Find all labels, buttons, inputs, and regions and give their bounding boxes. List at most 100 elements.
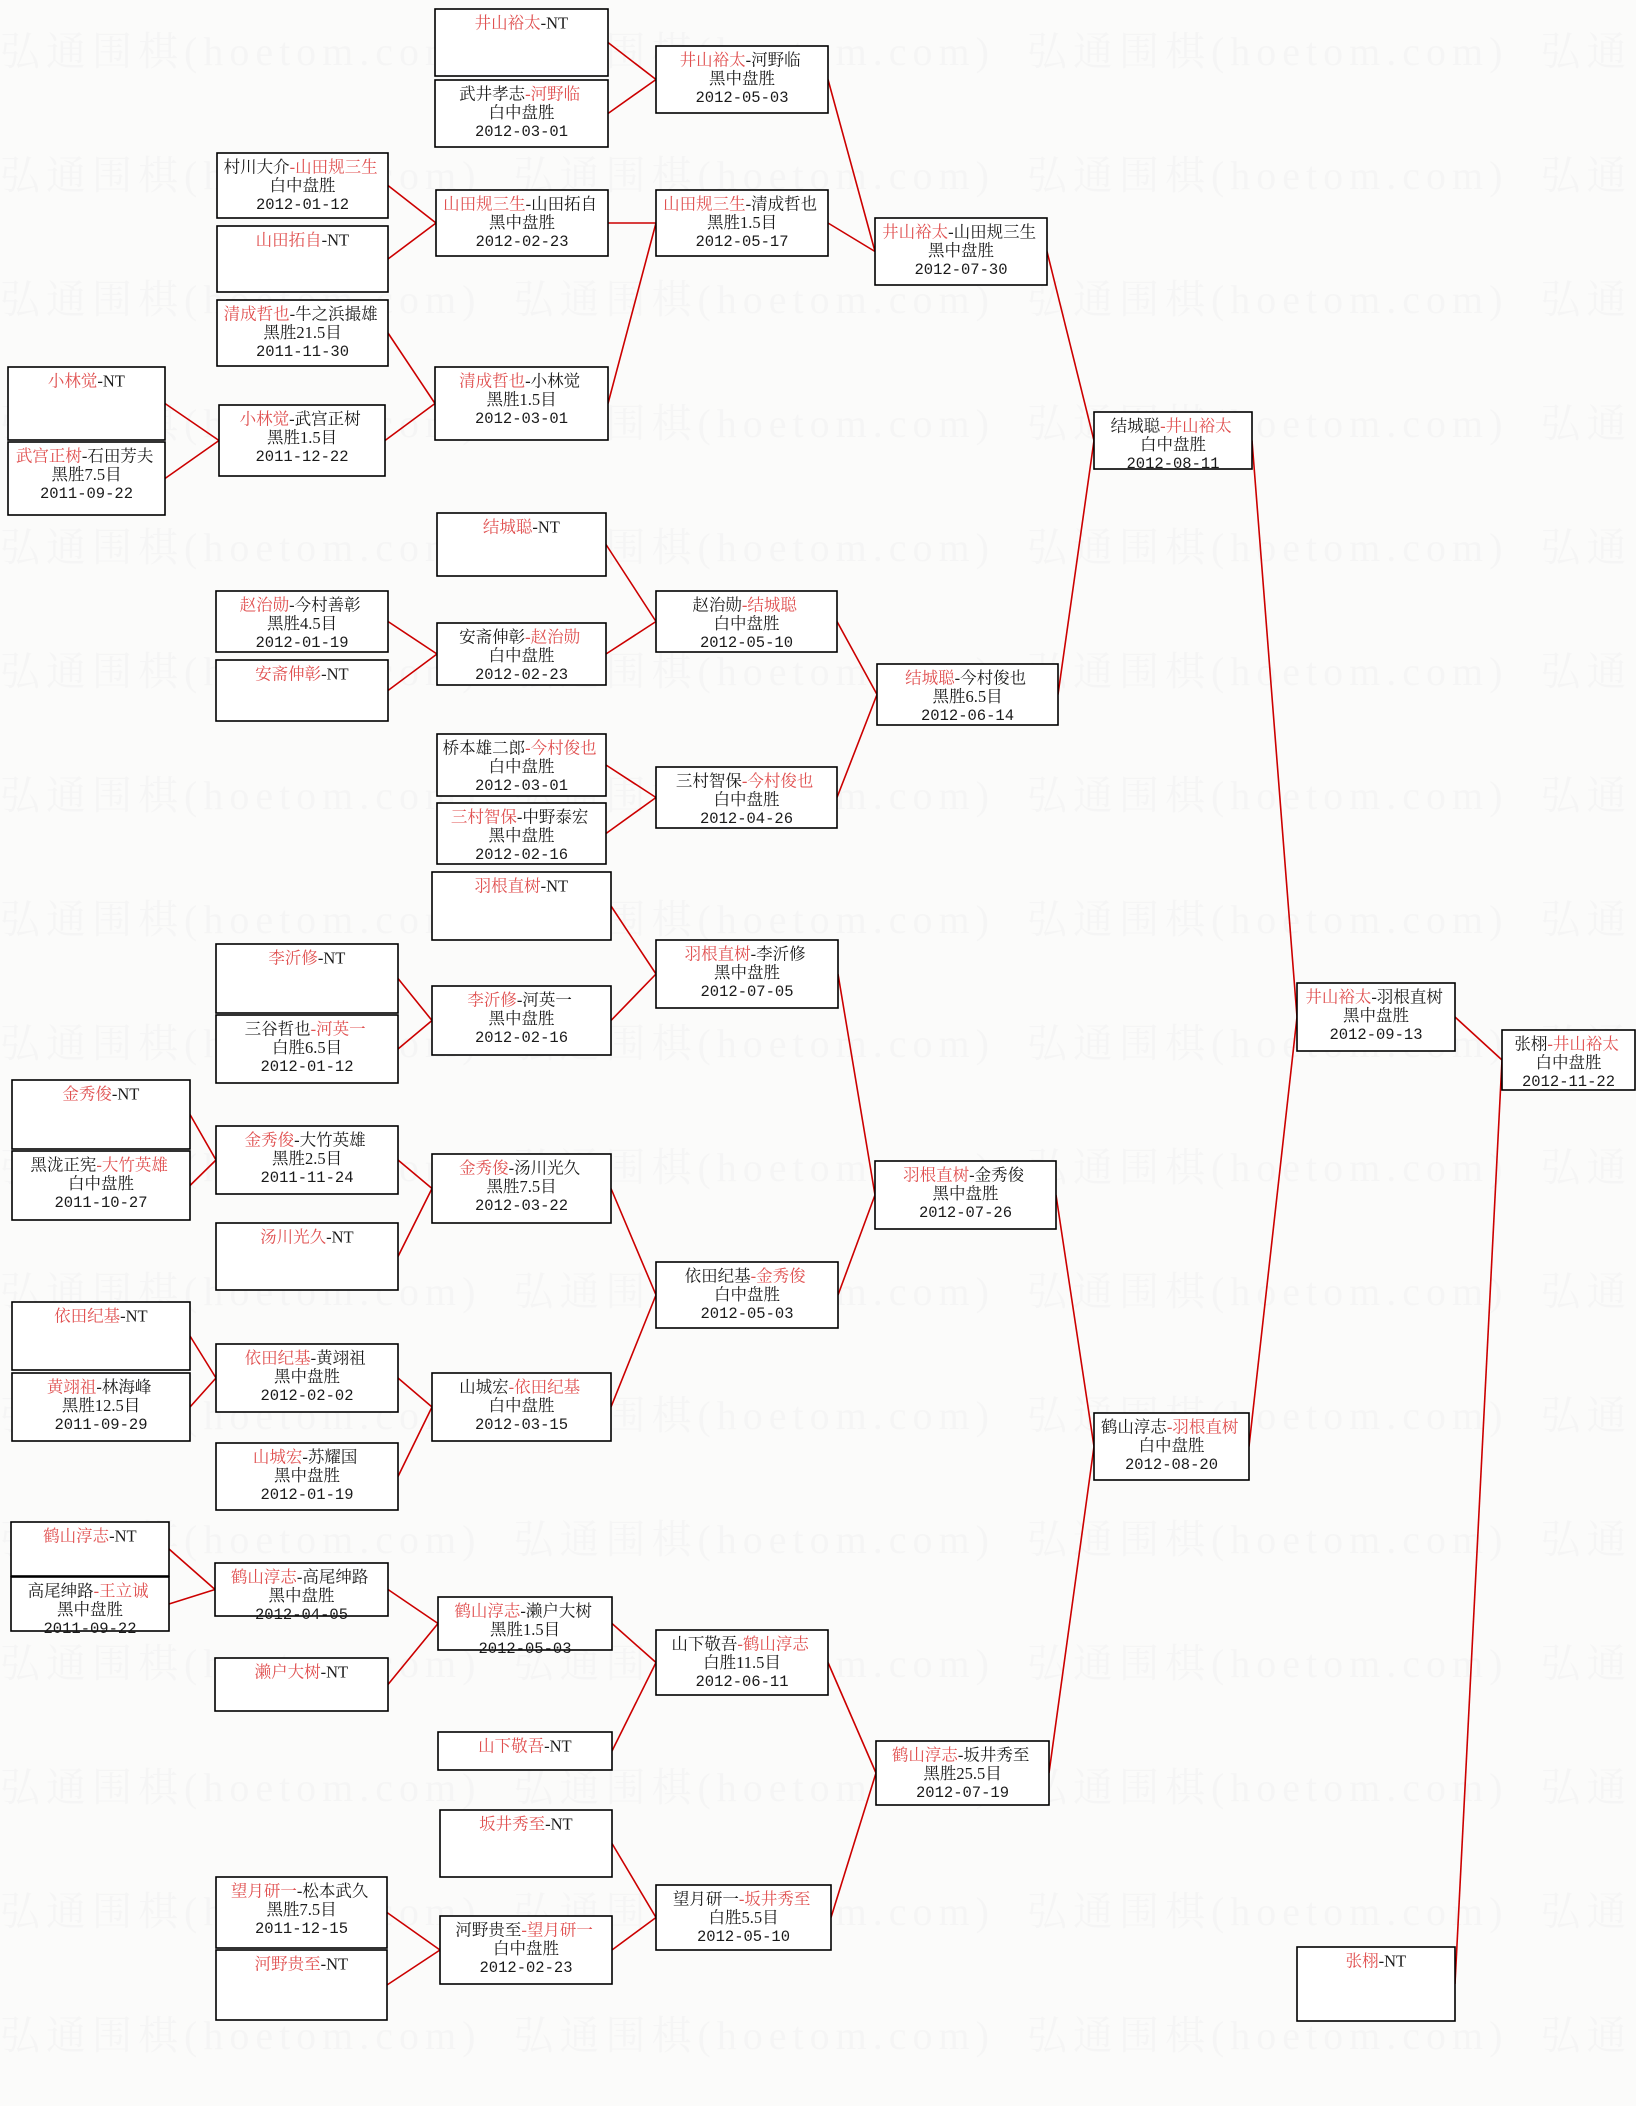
svg-text:汤川光久: 汤川光久 [260,1228,327,1247]
svg-text:2011-09-29: 2011-09-29 [54,1416,147,1434]
svg-text:黑中盘胜: 黑中盘胜 [489,826,556,845]
svg-text:2011-10-27: 2011-10-27 [54,1194,147,1212]
svg-text:2012-02-16: 2012-02-16 [475,846,568,864]
svg-text:望月研一: 望月研一 [673,1890,739,1909]
svg-text:金秀俊: 金秀俊 [459,1159,509,1178]
svg-text:-赵治勋: -赵治勋 [525,628,580,647]
svg-text:2012-05-17: 2012-05-17 [695,233,788,251]
svg-text:小林觉: 小林觉 [48,372,98,391]
svg-text:2011-12-15: 2011-12-15 [255,1920,348,1938]
svg-text:-NT: -NT [321,665,349,684]
svg-text:李沂修: 李沂修 [268,949,318,968]
svg-text:-依田纪基: -依田纪基 [509,1378,581,1397]
svg-text:金秀俊: 金秀俊 [62,1085,112,1104]
svg-text:2012-03-01: 2012-03-01 [475,777,568,795]
svg-text:羽根直树: 羽根直树 [685,945,752,964]
svg-text:黄翊祖: 黄翊祖 [47,1378,97,1397]
svg-text:鹤山淳志: 鹤山淳志 [1101,1418,1168,1437]
svg-text:-望月研一: -望月研一 [521,1921,593,1940]
svg-text:-松本武久: -松本武久 [297,1882,369,1901]
svg-text:-NT: -NT [532,518,560,537]
svg-text:赵治勋: 赵治勋 [692,596,742,615]
svg-text:鹤山淳志: 鹤山淳志 [892,1746,959,1765]
svg-text:结城聪: 结城聪 [905,669,955,688]
svg-text:2012-11-22: 2012-11-22 [1522,1073,1615,1091]
svg-text:2012-01-12: 2012-01-12 [256,196,349,214]
svg-text:2012-04-26: 2012-04-26 [700,810,793,828]
svg-text:白中盘胜: 白中盘胜 [489,1396,556,1415]
svg-text:黑中盘胜: 黑中盘胜 [274,1367,341,1386]
svg-text:赵治勋: 赵治勋 [240,596,290,615]
svg-text:-NT: -NT [322,231,350,250]
svg-text:高尾绅路: 高尾绅路 [28,1582,95,1601]
svg-text:白中盘胜: 白中盘胜 [714,1285,781,1304]
svg-text:2012-02-23: 2012-02-23 [475,233,568,251]
svg-text:鹤山淳志: 鹤山淳志 [231,1568,298,1587]
svg-text:张栩: 张栩 [1514,1035,1547,1054]
svg-text:-金秀俊: -金秀俊 [969,1166,1024,1185]
svg-text:-NT: -NT [544,1737,572,1756]
svg-text:2012-02-16: 2012-02-16 [475,1029,568,1047]
svg-text:三村智保: 三村智保 [676,772,743,791]
svg-text:-羽根直树: -羽根直树 [1167,1418,1239,1437]
svg-text:望月研一: 望月研一 [231,1882,297,1901]
svg-text:濑户大树: 濑户大树 [255,1663,322,1682]
svg-text:-山田规三生: -山田规三生 [290,158,378,177]
svg-text:井山裕太: 井山裕太 [882,223,948,242]
svg-text:白中盘胜: 白中盘胜 [270,176,337,195]
svg-text:白中盘胜: 白中盘胜 [1536,1053,1603,1072]
svg-text:白中盘胜: 白中盘胜 [1139,1436,1206,1455]
svg-text:井山裕太: 井山裕太 [680,51,746,70]
svg-text:坂井秀至: 坂井秀至 [479,1815,545,1834]
svg-text:-李沂修: -李沂修 [751,945,806,964]
svg-text:2012-01-19: 2012-01-19 [260,1486,353,1504]
svg-text:白中盘胜: 白中盘胜 [1140,435,1207,454]
svg-text:-河英一: -河英一 [517,991,572,1010]
svg-text:-小林觉: -小林觉 [525,372,580,391]
svg-text:2012-07-19: 2012-07-19 [916,1784,1009,1802]
svg-text:-NT: -NT [326,1228,354,1247]
svg-text:-林海峰: -林海峰 [96,1378,151,1397]
svg-text:黑中盘胜: 黑中盘胜 [489,213,556,232]
svg-text:白中盘胜: 白中盘胜 [489,757,556,776]
svg-text:白中盘胜: 白中盘胜 [714,614,781,633]
svg-text:黑胜7.5目: 黑胜7.5目 [51,465,121,484]
svg-text:-今村俊也: -今村俊也 [742,772,814,791]
svg-text:2012-05-10: 2012-05-10 [700,634,793,652]
svg-text:2011-11-24: 2011-11-24 [260,1169,353,1187]
svg-text:2012-02-23: 2012-02-23 [475,666,568,684]
svg-text:桥本雄二郎: 桥本雄二郎 [443,739,525,758]
svg-text:2012-04-05: 2012-04-05 [255,1606,348,1624]
svg-text:-石田芳夫: -石田芳夫 [82,447,153,466]
svg-text:-坂井秀至: -坂井秀至 [958,1746,1030,1765]
svg-text:-NT: -NT [541,14,569,33]
svg-text:-井山裕太: -井山裕太 [1547,1035,1619,1054]
svg-text:清成哲也: 清成哲也 [224,305,290,324]
svg-text:-山田拓自: -山田拓自 [526,195,598,214]
svg-text:白胜6.5目: 白胜6.5目 [272,1038,342,1057]
svg-text:三谷哲也: 三谷哲也 [245,1020,311,1039]
svg-text:白中盘胜: 白中盘胜 [493,1939,560,1958]
svg-text:白胜5.5目: 白胜5.5目 [708,1908,778,1927]
svg-text:黑胜25.5目: 黑胜25.5目 [923,1764,1001,1783]
svg-text:2012-03-01: 2012-03-01 [475,410,568,428]
svg-text:2012-08-20: 2012-08-20 [1125,1456,1218,1474]
svg-text:鹤山淳志: 鹤山淳志 [454,1602,521,1621]
svg-text:2012-05-03: 2012-05-03 [695,89,788,107]
svg-text:黑胜21.5目: 黑胜21.5目 [263,323,341,342]
svg-text:-NT: -NT [321,1955,349,1974]
svg-text:白中盘胜: 白中盘胜 [489,646,556,665]
svg-text:-今村俊也: -今村俊也 [525,739,597,758]
svg-text:-NT: -NT [1379,1952,1407,1971]
svg-text:-河野临: -河野临 [525,85,580,104]
svg-text:依田纪基: 依田纪基 [245,1349,312,1368]
svg-text:黑胜1.5目: 黑胜1.5目 [707,213,777,232]
svg-text:-牛之浜撮雄: -牛之浜撮雄 [290,305,378,324]
svg-text:2012-02-02: 2012-02-02 [260,1387,353,1405]
svg-text:-NT: -NT [318,949,346,968]
svg-text:三村智保: 三村智保 [451,808,518,827]
svg-text:黑中盘胜: 黑中盘胜 [1343,1006,1410,1025]
svg-text:2011-09-22: 2011-09-22 [43,1620,136,1638]
svg-text:白胜11.5目: 白胜11.5目 [703,1653,781,1672]
svg-text:黑胜6.5目: 黑胜6.5目 [932,687,1002,706]
